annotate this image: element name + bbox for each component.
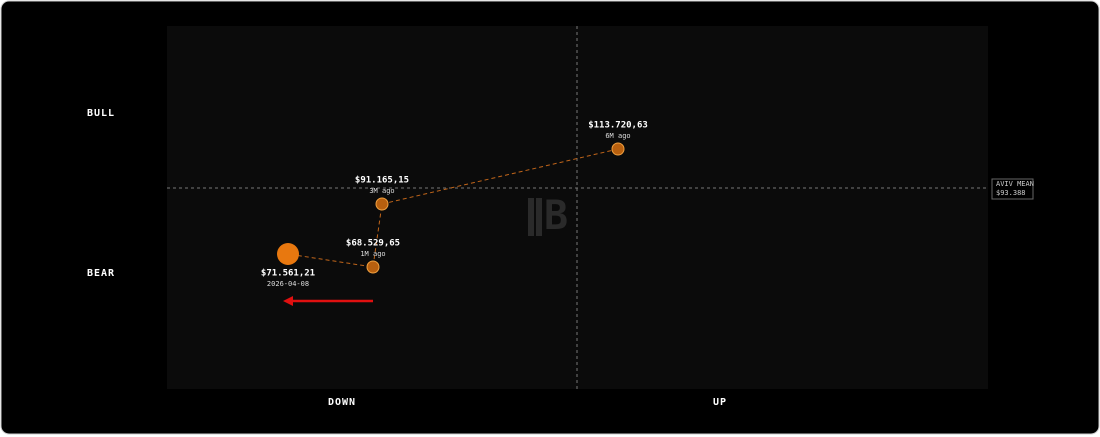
history-point <box>611 142 625 156</box>
mean-value: $93.388 <box>996 189 1026 197</box>
history-point <box>375 197 389 211</box>
bull-label: BULL <box>87 108 115 119</box>
mean-box <box>991 178 1034 200</box>
bear-label: BEAR <box>87 268 115 279</box>
current-point <box>277 243 299 265</box>
time-label: 3M ago <box>369 187 394 195</box>
price-label: $71.561,21 <box>261 269 315 279</box>
arrow-head <box>283 296 293 306</box>
time-label: 1M ago <box>360 250 385 258</box>
history-point <box>366 260 380 274</box>
up-label: UP <box>713 397 727 408</box>
svg-text:B: B <box>544 193 568 239</box>
time-label: 2026-04-08 <box>267 280 309 288</box>
price-label: $68.529,65 <box>346 239 400 249</box>
price-label: $91.165,15 <box>355 176 409 186</box>
mean-label: AVIV MEAN <box>996 180 1034 188</box>
watermark: B <box>528 193 568 239</box>
time-label: 6M ago <box>605 132 630 140</box>
price-label: $113.720,63 <box>588 121 648 131</box>
down-label: DOWN <box>328 397 356 408</box>
path-line <box>287 148 619 268</box>
